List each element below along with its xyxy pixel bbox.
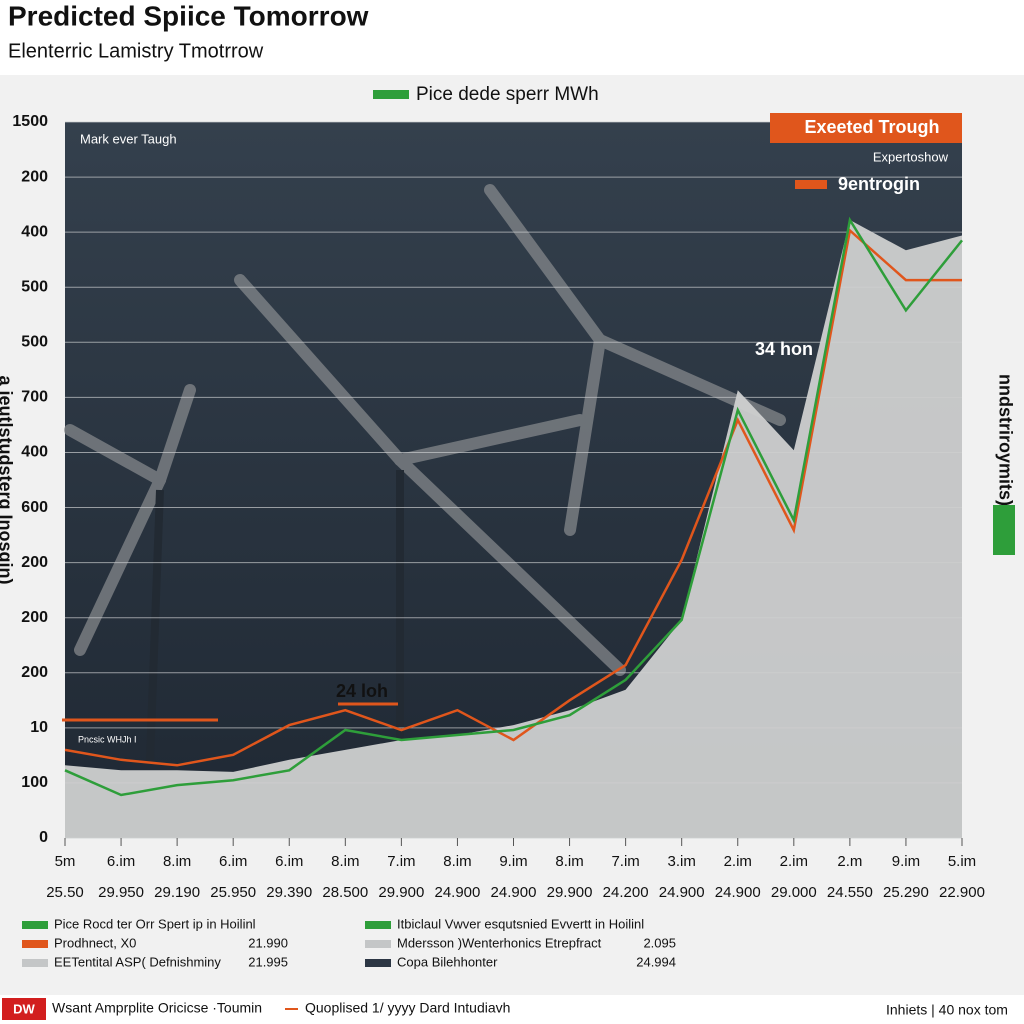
x-tick-label: 7.im — [611, 853, 639, 870]
annotation: 34 hon — [755, 339, 813, 359]
y2-axis-label: nndstriroymits) — [995, 374, 1015, 506]
area — [65, 220, 962, 838]
x-tick-label: 6.im — [107, 853, 135, 870]
y-tick-label: 10 — [30, 719, 48, 736]
turbine-blades — [64, 184, 786, 676]
x-sublabel: 29.390 — [266, 884, 312, 901]
legend-table-value: 21.990 — [248, 935, 288, 950]
y-tick-label: 100 — [21, 774, 48, 791]
annotation: Pncsic WHJh I — [78, 734, 137, 744]
footer-bar — [0, 995, 1024, 1024]
x-tick-label: 8.im — [443, 853, 471, 870]
x-sublabel: 25.950 — [210, 884, 256, 901]
legend-label: 9entrogin — [838, 174, 920, 194]
footer-right: Inhiets | 40 nox tom — [886, 1002, 1008, 1018]
legend-table-label: Pice Rocd ter Orr Spert ip in Hoilinl — [54, 916, 256, 931]
legend-table-label: Mdersson )Wenterhonics Etrepfract — [397, 935, 602, 950]
y-tick-label: 200 — [21, 554, 48, 571]
y-tick-label: 200 — [21, 664, 48, 681]
x-tick-label: 2.m — [837, 853, 862, 870]
annotation: Exeeted Trough — [804, 117, 939, 137]
legend-table-swatch — [22, 921, 48, 929]
legend-table-swatch — [22, 940, 48, 948]
annotation: Expertoshow — [873, 149, 949, 164]
legend-table-swatch — [22, 959, 48, 967]
y-tick-label: 0 — [39, 829, 48, 846]
x-tick-label: 5.im — [948, 853, 976, 870]
chart-subtitle: Elenterric Lamistry Tmotrrow — [8, 40, 264, 62]
footer-left: Wsant Amprplite Oricicse ·Toumin — [52, 1000, 262, 1016]
x-tick-label: 2.im — [780, 853, 808, 870]
legend-table-label: EETentital ASP( Defnishminy — [54, 954, 221, 969]
x-sublabel: 28.500 — [322, 884, 368, 901]
annotation: 24 loh — [336, 681, 388, 701]
x-sublabel: 22.900 — [939, 884, 985, 901]
x-sublabel: 29.950 — [98, 884, 144, 901]
legend-table-label: Itbiclaul Vwver esqutsnied Evvertt in Ho… — [397, 916, 644, 931]
x-tick-label: 5m — [55, 853, 76, 870]
x-tick-label: 6.im — [219, 853, 247, 870]
x-sublabel: 29.900 — [547, 884, 593, 901]
x-tick-label: 7.im — [387, 853, 415, 870]
x-tick-label: 9.im — [892, 853, 920, 870]
y-tick-label: 400 — [21, 223, 48, 240]
legend-table-swatch — [365, 959, 391, 967]
y-tick-label: 500 — [21, 334, 48, 351]
legend-table-label: Copa Bilehhonter — [397, 954, 498, 969]
legend-label: Pice dede sperr MWh — [416, 84, 599, 105]
x-tick-label: 8.im — [163, 853, 191, 870]
y-tick-label: 200 — [21, 609, 48, 626]
x-tick-label: 6.im — [275, 853, 303, 870]
y-tick-label: 1500 — [12, 113, 48, 130]
legend-table-label: Prodhnect, X0 — [54, 935, 136, 950]
y-axis-label: a jeutlstudsterq Inosgin) — [0, 375, 15, 584]
legend-swatch — [795, 180, 827, 189]
x-tick-label: 9.im — [499, 853, 527, 870]
y-tick-label: 500 — [21, 278, 48, 295]
x-sublabel: 24.900 — [659, 884, 705, 901]
annotation: Mark ever Taugh — [80, 131, 177, 146]
x-sublabel: 25.290 — [883, 884, 929, 901]
x-sublabel: 24.550 — [827, 884, 873, 901]
x-tick-label: 8.im — [331, 853, 359, 870]
legend-table-swatch — [365, 940, 391, 948]
y-tick-label: 600 — [21, 499, 48, 516]
x-sublabel: 25.50 — [46, 884, 84, 901]
line — [64, 216, 963, 797]
x-tick-label: 8.im — [555, 853, 583, 870]
x-tick-label: 3.im — [668, 853, 696, 870]
x-sublabel: 29.190 — [154, 884, 200, 901]
legend-table-value: 2.095 — [643, 935, 676, 950]
y-tick-label: 400 — [21, 444, 48, 461]
legend-table-swatch — [365, 921, 391, 929]
line — [64, 228, 962, 767]
x-sublabel: 29.000 — [771, 884, 817, 901]
legend-table-value: 24.994 — [636, 954, 676, 969]
x-sublabel: 24.900 — [715, 884, 761, 901]
x-tick-label: 2.im — [724, 853, 752, 870]
x-sublabel: 24.900 — [434, 884, 480, 901]
footer-logo-box — [2, 998, 46, 1020]
y-tick-label: 200 — [21, 168, 48, 185]
legend-table-value: 21.995 — [248, 954, 288, 969]
annotation-box — [770, 113, 962, 143]
legend-swatch — [373, 90, 409, 99]
x-sublabel: 24.200 — [603, 884, 649, 901]
side-swatch — [993, 505, 1015, 555]
chart-title: Predicted Spiice Tomorrow — [8, 0, 369, 31]
x-sublabel: 29.900 — [378, 884, 424, 901]
x-sublabel: 24.900 — [491, 884, 537, 901]
footer-middle: Quoplised 1/ yyyy Dard Intudiavh — [305, 1000, 510, 1016]
turbine-towers — [146, 470, 404, 761]
footer-logo: DW — [13, 1001, 35, 1016]
y-tick-label: 700 — [21, 389, 48, 406]
